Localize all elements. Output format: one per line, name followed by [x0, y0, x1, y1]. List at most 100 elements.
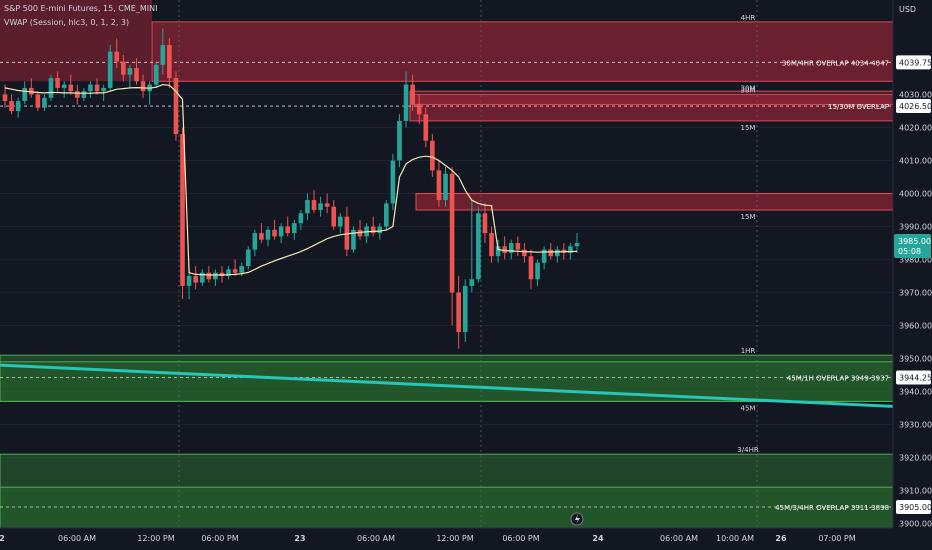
candle-body — [548, 249, 554, 257]
candle-body — [22, 87, 28, 102]
time-tick: 06:00 AM — [357, 534, 395, 543]
price-tag-text: 4039.75 — [899, 58, 932, 67]
candle-body — [265, 229, 271, 240]
candle-body — [436, 170, 442, 201]
zone-label: 45M/3/4HR OVERLAP 3911-3898 — [775, 504, 889, 512]
supply-zone — [409, 90, 894, 105]
candle-body — [259, 233, 264, 240]
candle-body — [2, 94, 8, 102]
vwap-layer — [4, 83, 578, 276]
candle-body — [554, 249, 560, 257]
price-tick: 3990.00 — [899, 223, 932, 232]
candle-body — [173, 78, 179, 135]
zone-label: 30M/4HR OVERLAP 4034-4047 — [782, 59, 889, 67]
candle-body — [390, 160, 396, 204]
symbol-title[interactable]: S&P 500 E-mini Futures, 15, CME_MINI — [4, 4, 158, 13]
time-tick: 26 — [775, 534, 787, 543]
candle-body — [272, 229, 277, 237]
candle-body — [291, 223, 297, 234]
candle-body — [213, 272, 218, 280]
price-tick: 3910.00 — [899, 487, 932, 496]
candle-body — [245, 249, 251, 267]
candle-body — [9, 101, 14, 111]
candle-body — [357, 229, 363, 237]
last-price-text: 3985.00 — [898, 237, 931, 246]
candle-body — [410, 84, 415, 105]
currency-label: USD — [899, 5, 916, 14]
timeframe-label: 30M — [741, 87, 756, 95]
session-lines — [178, 0, 758, 528]
timeframe-label: 15M — [741, 124, 756, 132]
price-axis[interactable]: USD 4030.00 4020.00 4010.00 4000.00 3990.00 39… — [892, 0, 932, 550]
candle-body — [278, 226, 284, 237]
candle-body — [522, 249, 527, 257]
price-tick: 4020.00 — [899, 124, 932, 133]
candle-body — [495, 246, 501, 257]
supply-zone — [151, 21, 894, 82]
trendline — [0, 363, 894, 408]
candle-body — [502, 246, 507, 253]
zone-label: 45M/1H OVERLAP 3949-3937 — [787, 374, 889, 382]
demand-zone — [0, 486, 894, 531]
candle-body — [239, 266, 244, 273]
timeframe-label: 3/4HR — [737, 446, 759, 454]
candle-body — [311, 200, 317, 210]
candle-body — [75, 91, 80, 98]
candle-body — [160, 45, 166, 65]
candle-body — [476, 213, 481, 280]
price-tag — [896, 500, 931, 514]
time-tick: 2 — [0, 534, 5, 543]
candle-body — [384, 203, 389, 227]
candle-body — [285, 226, 291, 234]
candle-body — [430, 140, 435, 171]
candle-body — [462, 285, 468, 333]
trendline-layer[interactable] — [0, 363, 894, 408]
time-tick: 07:00 PM — [818, 534, 855, 543]
candle-body — [167, 45, 172, 78]
timeframe-label: 15M — [741, 213, 756, 221]
candle-body — [121, 61, 126, 75]
candle-body — [114, 51, 120, 62]
price-level-lines — [0, 61, 893, 508]
price-tick: 3940.00 — [899, 388, 932, 397]
chart-grid — [0, 94, 893, 524]
candle-body — [35, 94, 41, 108]
candle-body — [61, 84, 67, 88]
timeframe-label: 4HR — [741, 14, 756, 22]
candle-body — [541, 249, 547, 263]
price-tick: 3930.00 — [899, 421, 932, 430]
price-tag-text: 3905.00 — [899, 503, 932, 512]
candle-body — [482, 213, 488, 234]
lightning-icon — [575, 514, 580, 524]
candle-body — [101, 87, 106, 92]
time-tick: 06:00 AM — [58, 534, 96, 543]
vwap-legend[interactable]: VWAP (Session, hlc3, 0, 1, 2, 3) — [4, 18, 130, 27]
timeframe-label: 1HR — [741, 347, 756, 355]
candle-body — [443, 173, 448, 201]
candle-body — [55, 78, 60, 88]
candle-body — [574, 243, 580, 247]
candle-body — [423, 114, 429, 141]
demand-zone — [0, 361, 894, 402]
time-tick: 06:00 PM — [502, 534, 539, 543]
zone-label: 15/30M OVERLAP — [828, 103, 889, 111]
time-axis-bg — [0, 528, 932, 550]
time-tick: 24 — [592, 534, 604, 543]
candle-body — [515, 243, 521, 250]
candle-body — [140, 81, 146, 92]
time-tick: 23 — [294, 534, 305, 543]
candle-body — [81, 91, 87, 98]
time-tick: 12:00 PM — [137, 534, 174, 543]
time-tick: 10:00 AM — [716, 534, 754, 543]
countdown-text: 05:08 — [898, 247, 921, 256]
vwap-line — [4, 83, 578, 276]
price-axis-bg — [893, 0, 932, 550]
candle-body — [397, 120, 402, 161]
price-tick: 3950.00 — [899, 355, 932, 364]
candle-body — [469, 279, 475, 286]
candle-body — [344, 216, 350, 250]
candle-body — [252, 233, 258, 250]
time-axis[interactable]: 2 06:00 AM 12:00 PM 06:00 PM 23 06:00 AM 12:00… — [0, 512, 932, 550]
timeframe-label: 30M — [741, 84, 756, 92]
